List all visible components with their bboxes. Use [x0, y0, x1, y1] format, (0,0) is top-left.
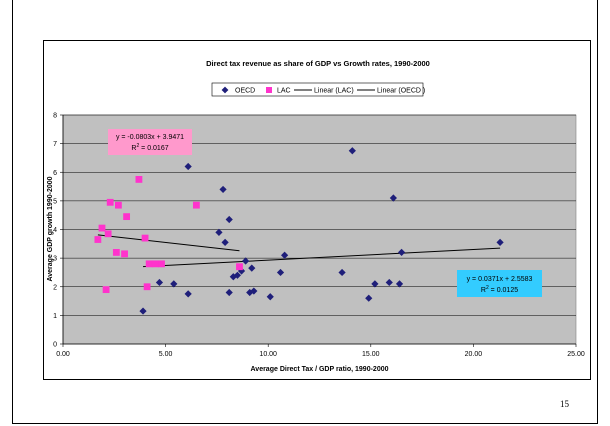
y-tick-label: 1: [53, 313, 57, 320]
lac-point: [151, 260, 159, 268]
lac-point: [192, 201, 200, 209]
page-number: 15: [560, 399, 569, 409]
oecd-r-squared: R2 = 0.0125: [481, 285, 518, 294]
trendlines: [97, 234, 501, 268]
legend-lac: LAC: [266, 87, 291, 95]
lac-point: [236, 263, 243, 271]
lac-r-squared: R2 = 0.0167: [131, 143, 168, 152]
x-tick-label: 10.00: [259, 351, 277, 358]
oecd-point: [184, 290, 192, 298]
oecd-point: [397, 248, 406, 256]
oecd-point: [219, 185, 227, 194]
oecd-point: [371, 280, 379, 288]
oecd-r2-label: R: [481, 287, 486, 294]
y-tick-label: 2: [53, 284, 57, 291]
oecd-r2-superscript: 2: [486, 285, 489, 291]
scatter-chart: Direct tax revenue as share of GDP vs Gr…: [47, 59, 585, 373]
oecd-point: [233, 271, 242, 279]
x-tick-label: 20.00: [465, 351, 483, 358]
oecd-r2-value: = 0.0125: [489, 287, 518, 294]
y-tick-label: 0: [53, 342, 57, 349]
lac-equation-bg: [108, 129, 192, 155]
oecd-point: [496, 238, 504, 246]
oecd-point: [221, 238, 229, 246]
legend: OECD LAC Linear (LAC) Linear (OECD ): [211, 82, 425, 97]
lac-equation: y = -0.0803x + 3.9471: [116, 134, 184, 141]
y-tick-label: 4: [53, 227, 57, 234]
oecd-equation-box: y = 0.0371x + 2.5583 R2 = 0.0125: [457, 270, 542, 297]
x-tick-label: 25.00: [567, 351, 585, 358]
oecd-point: [229, 273, 237, 281]
oecd-equation-bg: [457, 270, 542, 297]
trendline: [97, 234, 240, 252]
oecd-point: [215, 228, 223, 236]
legend-box: [211, 82, 424, 97]
lac-r2-superscript: 2: [136, 143, 139, 149]
legend-linear-lac: Linear (LAC): [294, 88, 354, 95]
legend-linear-lac-label: Linear (LAC): [314, 88, 354, 95]
lac-point: [121, 250, 128, 258]
lac-point: [106, 198, 114, 206]
lac-point: [123, 213, 131, 221]
oecd-point: [395, 280, 404, 288]
lac-point: [115, 201, 122, 209]
oecd-point: [184, 162, 192, 171]
slide: Direct tax revenue as share of GDP vs Gr…: [12, 0, 598, 424]
lac-r2-value: = 0.0167: [139, 145, 168, 152]
x-tick-label: 0.00: [56, 351, 70, 358]
legend-lac-label: LAC: [277, 88, 291, 95]
oecd-point: [225, 215, 233, 224]
oecd-point: [250, 287, 258, 295]
oecd-point: [248, 264, 256, 272]
oecd-point: [389, 194, 397, 202]
oecd-point: [170, 280, 178, 288]
trendline: [143, 247, 501, 268]
lac-point: [104, 230, 112, 238]
oecd-point: [385, 278, 393, 287]
chart-title: Direct tax revenue as share of GDP vs Gr…: [206, 59, 430, 68]
y-axis-ticks: 0 1 2 3 4 5 6 7 8: [53, 113, 63, 349]
oecd-point: [155, 278, 164, 287]
data-points: [94, 147, 504, 315]
y-tick-label: 5: [53, 198, 57, 205]
y-tick-label: 8: [53, 113, 57, 120]
legend-oecd-label: OECD: [235, 88, 255, 95]
lac-equation-box: y = -0.0803x + 3.9471 R2 = 0.0167: [108, 129, 192, 155]
lac-point: [94, 236, 102, 243]
y-tick-label: 3: [53, 256, 57, 263]
legend-lac-marker: [266, 87, 272, 93]
oecd-point: [276, 268, 285, 277]
oecd-equation: y = 0.0371x + 2.5583: [467, 276, 533, 283]
x-tick-label: 5.00: [159, 351, 173, 358]
lac-point: [145, 260, 153, 268]
lac-point: [158, 260, 165, 268]
x-axis-ticks: 0.00 5.00 10.00 15.00 20.00 25.00: [56, 344, 585, 358]
legend-oecd-marker: [221, 86, 229, 94]
lac-point: [143, 283, 151, 291]
lac-r2-label: R: [131, 145, 136, 152]
lac-point: [141, 234, 149, 242]
lac-point: [135, 176, 143, 183]
x-axis-label: Average Direct Tax / GDP ratio, 1990-200…: [251, 366, 389, 373]
chart-area: Direct tax revenue as share of GDP vs Gr…: [43, 40, 591, 380]
legend-linear-oecd-label: Linear (OECD ): [377, 88, 425, 95]
y-tick-label: 6: [53, 170, 57, 177]
y-axis-label: Average GDP growth 1990-2000: [47, 176, 54, 281]
y-tick-label: 7: [53, 141, 57, 148]
legend-linear-oecd: Linear (OECD ): [357, 88, 425, 95]
legend-oecd: OECD: [221, 86, 255, 95]
oecd-point: [242, 257, 250, 265]
lac-point: [98, 224, 106, 232]
lac-point: [112, 249, 120, 256]
lac-point: [102, 286, 110, 294]
oecd-point: [365, 294, 373, 302]
oecd-point: [338, 268, 346, 277]
x-tick-label: 15.00: [362, 351, 380, 358]
oecd-point: [348, 147, 356, 155]
